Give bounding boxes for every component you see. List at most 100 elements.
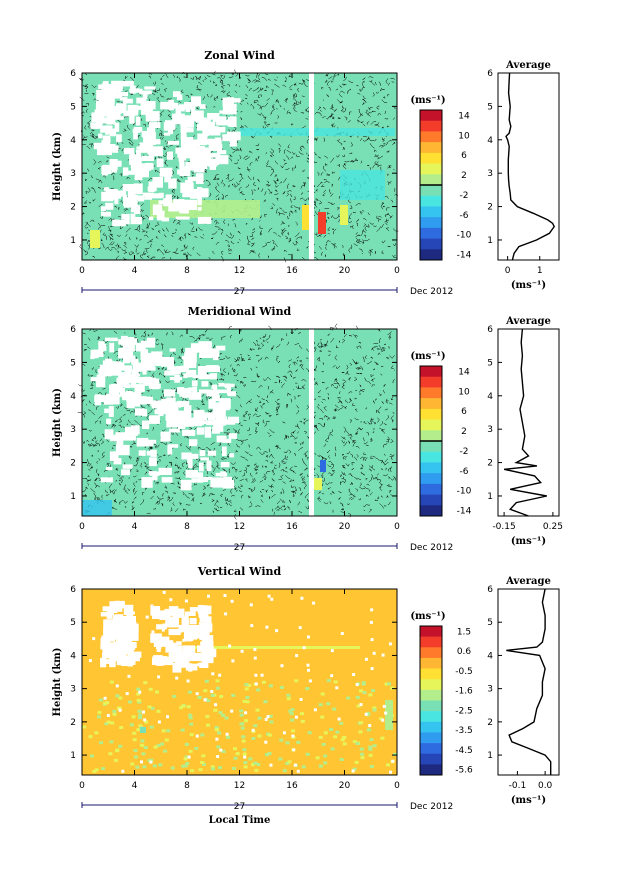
contour-line bbox=[281, 460, 285, 464]
contour-line bbox=[321, 370, 324, 373]
missing-data bbox=[188, 663, 193, 672]
missing-data bbox=[212, 126, 219, 131]
contour-line bbox=[369, 167, 371, 170]
contour-line bbox=[97, 391, 103, 395]
missing-data bbox=[124, 170, 136, 175]
contour-line bbox=[286, 506, 291, 510]
profile-x-label: (ms⁻¹) bbox=[511, 280, 546, 291]
contour-line bbox=[331, 243, 335, 249]
contour-line bbox=[144, 471, 148, 475]
x-tick-label: 0 bbox=[79, 522, 85, 532]
contour-line bbox=[222, 75, 226, 79]
heatmap-cell bbox=[369, 765, 374, 768]
contour-line bbox=[304, 484, 307, 489]
contour-line bbox=[384, 110, 386, 115]
contour-line bbox=[317, 497, 322, 501]
y-tick-label: 1 bbox=[70, 751, 76, 761]
contour-line bbox=[325, 79, 328, 83]
contour-line bbox=[252, 413, 257, 417]
contour-line bbox=[329, 429, 333, 434]
contour-line bbox=[130, 251, 135, 255]
contour-line bbox=[232, 219, 236, 221]
profile-x-tick-label: 0.25 bbox=[543, 522, 563, 532]
contour-line bbox=[323, 178, 327, 181]
contour-line bbox=[305, 246, 309, 249]
contour-line bbox=[102, 232, 106, 236]
heatmap-cell bbox=[82, 725, 87, 729]
heatmap-cell bbox=[188, 713, 193, 717]
contour-line bbox=[313, 200, 316, 204]
contour-line bbox=[228, 178, 234, 182]
contour-line bbox=[355, 237, 361, 241]
contour-line bbox=[298, 151, 304, 155]
contour-line bbox=[381, 250, 384, 254]
contour-line bbox=[275, 343, 281, 348]
contour-line bbox=[109, 241, 113, 246]
colorbar-swatch bbox=[420, 647, 442, 659]
heatmap-cell bbox=[198, 768, 203, 772]
contour-line bbox=[153, 89, 156, 93]
contour-line bbox=[284, 434, 286, 440]
contour-line bbox=[254, 408, 257, 412]
contour-line bbox=[254, 80, 258, 83]
missing-data bbox=[159, 167, 173, 177]
contour-line bbox=[160, 441, 167, 446]
heatmap-cell bbox=[136, 699, 141, 702]
contour-line bbox=[372, 456, 376, 458]
contour-line bbox=[339, 340, 341, 343]
contour-line bbox=[234, 475, 238, 480]
contour-line bbox=[285, 168, 290, 170]
contour-line bbox=[386, 484, 390, 487]
contour-line bbox=[92, 198, 96, 202]
contour-line bbox=[352, 494, 356, 497]
contour-line bbox=[257, 187, 259, 190]
contour-line bbox=[262, 464, 264, 468]
contour-line bbox=[166, 227, 169, 232]
contour-line bbox=[238, 186, 242, 191]
heatmap-cell bbox=[160, 742, 165, 746]
contour-line bbox=[289, 370, 293, 374]
contour-line bbox=[256, 373, 259, 378]
missing-data bbox=[100, 125, 106, 133]
contour-line bbox=[363, 441, 368, 445]
colorbar-swatch bbox=[420, 419, 442, 431]
missing-data bbox=[388, 642, 392, 646]
missing-data bbox=[148, 216, 154, 221]
missing-data bbox=[134, 169, 143, 181]
contour-line bbox=[320, 408, 324, 414]
heatmap-cell bbox=[256, 688, 261, 692]
contour-line bbox=[226, 498, 228, 501]
missing-data bbox=[211, 672, 215, 676]
missing-data bbox=[199, 104, 206, 109]
heatmap-cell bbox=[242, 752, 247, 756]
contour-line bbox=[332, 75, 337, 81]
contour-line bbox=[327, 216, 330, 220]
contour-line bbox=[129, 237, 131, 241]
contour-line bbox=[306, 499, 310, 503]
missing-data bbox=[197, 366, 207, 377]
contour-line bbox=[370, 374, 375, 378]
contour-line bbox=[363, 503, 367, 508]
contour-line bbox=[365, 444, 369, 446]
contour-line bbox=[298, 385, 302, 389]
contour-line bbox=[128, 419, 131, 424]
heatmap-cell bbox=[109, 740, 114, 744]
contour-line bbox=[298, 360, 303, 363]
profile-frame bbox=[497, 72, 560, 261]
x-tick-label: 8 bbox=[184, 781, 190, 791]
contour-line bbox=[282, 504, 286, 508]
contour-line bbox=[208, 257, 211, 259]
heatmap-cell bbox=[372, 744, 377, 748]
contour-line bbox=[385, 78, 389, 85]
heatmap-cell bbox=[267, 733, 272, 737]
missing-data bbox=[88, 659, 92, 663]
contour-line bbox=[123, 208, 129, 211]
contour-line bbox=[202, 96, 206, 101]
x-tick-label: 0 bbox=[394, 266, 400, 276]
contour-line bbox=[227, 223, 229, 227]
contour-line bbox=[118, 479, 122, 481]
contour-line bbox=[290, 373, 292, 378]
contour-line bbox=[304, 431, 307, 435]
heatmap-cell bbox=[290, 708, 295, 712]
contour-line bbox=[106, 156, 110, 159]
